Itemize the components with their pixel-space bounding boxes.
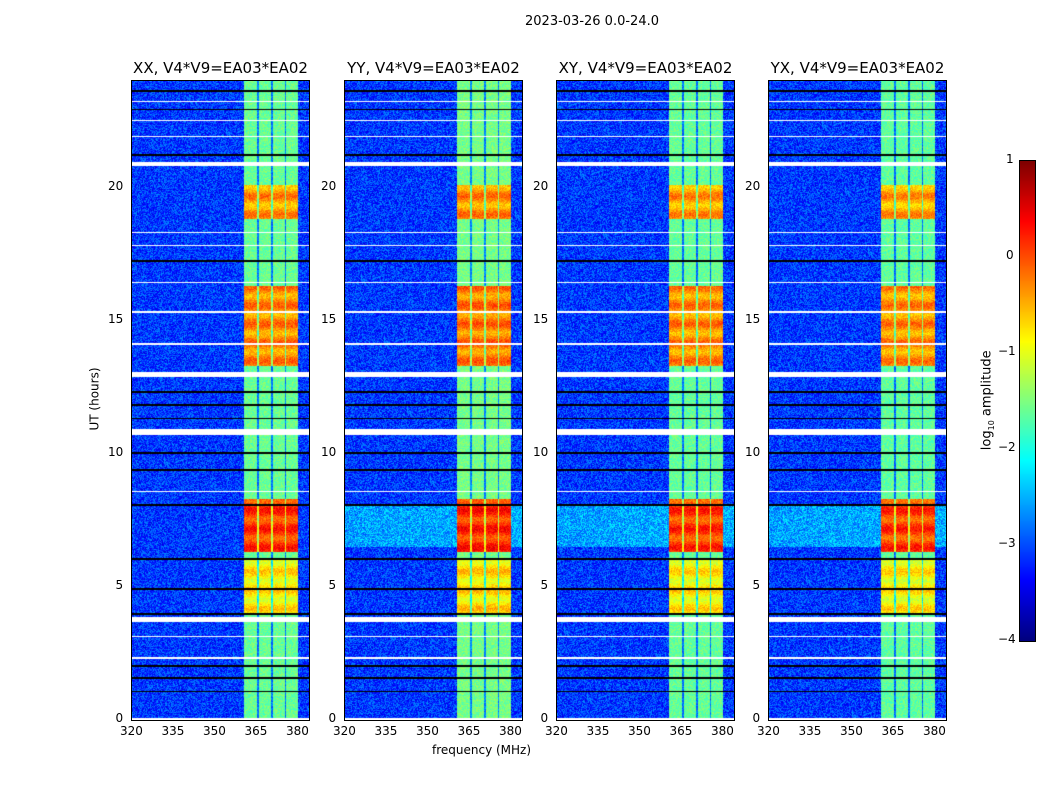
x-tick-label: 335 — [586, 724, 610, 738]
colorbar-tick-label: −4 — [998, 632, 1016, 646]
x-tick-label: 365 — [457, 724, 481, 738]
panel-title: YY, V4*V9=EA03*EA02 — [347, 59, 520, 77]
spectrogram-panel-2 — [344, 80, 523, 721]
y-tick-label: 5 — [115, 577, 124, 592]
colorbar-tick-label: 1 — [1006, 152, 1014, 166]
x-axis-label: frequency (MHz) — [432, 743, 532, 757]
x-tick-label: 365 — [881, 724, 905, 738]
y-tick-label: 15 — [533, 311, 549, 326]
x-tick-label: 320 — [333, 724, 356, 738]
y-tick-label: 20 — [745, 178, 761, 193]
y-tick-label: 20 — [321, 178, 337, 193]
spectrogram-panel-3 — [556, 80, 735, 721]
y-tick-label: 5 — [540, 577, 549, 592]
colorbar-tick-label: 0 — [1006, 248, 1014, 262]
panel-title: XY, V4*V9=EA03*EA02 — [558, 59, 733, 77]
colorbar — [1019, 160, 1036, 642]
colorbar-tick-label: −1 — [998, 344, 1016, 358]
y-tick-label: 10 — [108, 444, 124, 459]
y-tick-label: 20 — [533, 178, 549, 193]
spectrogram-image — [557, 81, 734, 720]
y-tick-label: 0 — [752, 711, 761, 725]
y-tick-label: 20 — [108, 178, 124, 193]
x-tick-label: 365 — [244, 724, 268, 738]
x-tick-label: 335 — [374, 724, 398, 738]
y-tick-label: 15 — [321, 311, 337, 326]
y-tick-label: 5 — [328, 577, 337, 592]
y-tick-label: 0 — [328, 711, 337, 725]
x-tick-label: 350 — [202, 724, 226, 738]
y-tick-label: 10 — [745, 444, 761, 459]
x-tick-label: 320 — [757, 724, 780, 738]
y-tick-label: 0 — [115, 711, 124, 725]
x-tick-label: 320 — [120, 724, 143, 738]
spectrogram-image — [345, 81, 522, 720]
x-tick-label: 320 — [545, 724, 568, 738]
panel-title: YX, V4*V9=EA03*EA02 — [770, 59, 945, 77]
x-tick-label: 380 — [285, 724, 309, 738]
colorbar-tick-label: −3 — [998, 536, 1016, 550]
y-tick-label: 0 — [540, 711, 549, 725]
spectrogram-image — [769, 81, 946, 720]
y-axis-label: UT (hours) — [87, 367, 102, 431]
x-tick-label: 350 — [627, 724, 651, 738]
colorbar-tick-label: −2 — [998, 440, 1016, 454]
spectrogram-panel-4 — [768, 80, 947, 721]
y-tick-label: 5 — [752, 577, 761, 592]
x-tick-label: 335 — [161, 724, 185, 738]
spectrogram-image — [132, 81, 309, 720]
x-tick-label: 365 — [669, 724, 693, 738]
x-tick-label: 350 — [415, 724, 439, 738]
y-tick-label: 10 — [533, 444, 549, 459]
x-tick-label: 380 — [710, 724, 734, 738]
x-tick-label: 350 — [839, 724, 863, 738]
y-tick-label: 15 — [745, 311, 761, 326]
spectrogram-panel-1 — [131, 80, 310, 721]
x-tick-label: 335 — [798, 724, 822, 738]
y-tick-label: 15 — [108, 311, 124, 326]
y-tick-label: 10 — [321, 444, 337, 459]
figure-title: 2023-03-26 0.0-24.0 — [525, 14, 659, 29]
colorbar-label: log10 amplitude — [979, 350, 997, 451]
x-tick-label: 380 — [922, 724, 946, 738]
x-tick-label: 380 — [498, 724, 522, 738]
panel-title: XX, V4*V9=EA03*EA02 — [133, 59, 308, 77]
